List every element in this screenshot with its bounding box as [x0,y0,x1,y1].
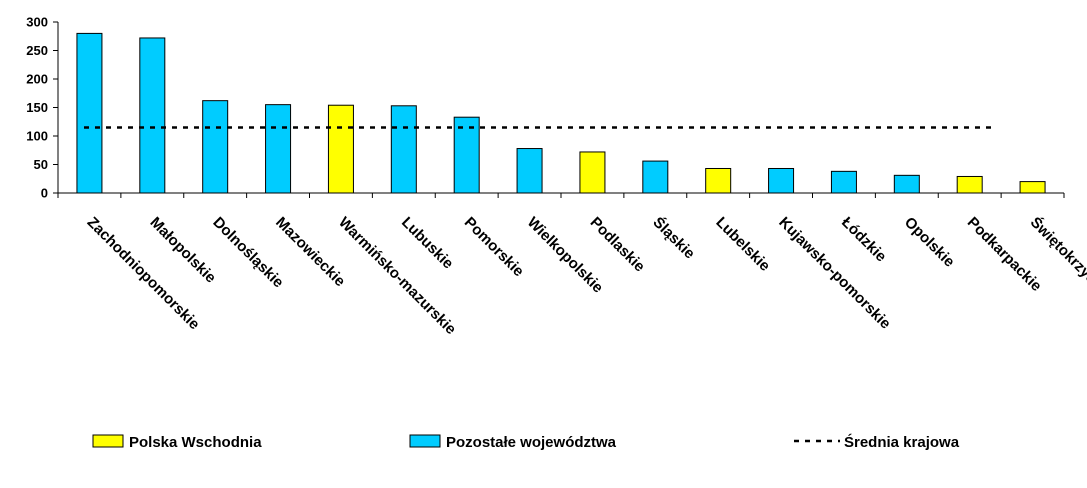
x-tick-label: Łódzkie [838,214,890,266]
legend-swatch [409,434,441,448]
x-tick-label: Pomorskie [461,214,527,280]
y-axis: 0 50 100 150 200 250 300 [26,15,1065,201]
bar-2 [139,37,166,194]
bar-11 [705,167,732,194]
legend-label: Średnia krajowa [844,433,960,451]
x-tick-label: Lubelskie [712,214,773,275]
x-tick-label: Kujawsko-pomorskie [775,214,894,333]
x-axis-labels: ZachodniopomorskieMałopolskieDolnośląski… [84,213,1087,338]
bar-6 [390,105,417,194]
bar-5 [327,104,354,194]
bar-9 [579,151,606,194]
bar-15 [956,175,983,194]
y-tick-label: 250 [26,43,48,58]
legend-label: Pozostałe województwa [446,434,617,451]
legend: Polska Wschodnia Pozostałe województwa Śre… [92,433,960,451]
y-tick-label: 200 [26,72,48,87]
y-tick-label: 50 [34,157,48,172]
x-tick-label: Śląskie [649,213,698,262]
bar-4 [265,104,292,194]
bar-7 [453,116,480,194]
y-tick-label: 300 [26,15,48,30]
bars [76,32,1046,194]
x-tick-label: Podlaskie [587,214,649,276]
bar-12 [768,167,795,194]
y-tick-label: 150 [26,100,48,115]
bar-8 [516,148,543,194]
bar-13 [830,170,857,194]
x-tick-label: Opolskie [901,214,958,271]
bar-10 [642,160,669,194]
bar-14 [893,174,920,194]
legend-label: Polska Wschodnia [129,434,262,451]
legend-swatch [92,434,124,448]
y-tick-label: 0 [41,186,48,201]
bar-3 [202,100,229,194]
y-tick-label: 100 [26,129,48,144]
x-tick-label: Zachodniopomorskie [84,214,203,333]
x-tick-label: Warmińsko-mazurskie [335,214,459,338]
x-tick-label: Lubuskie [398,214,457,273]
bar-16 [1019,181,1046,194]
bar-1 [76,32,103,194]
